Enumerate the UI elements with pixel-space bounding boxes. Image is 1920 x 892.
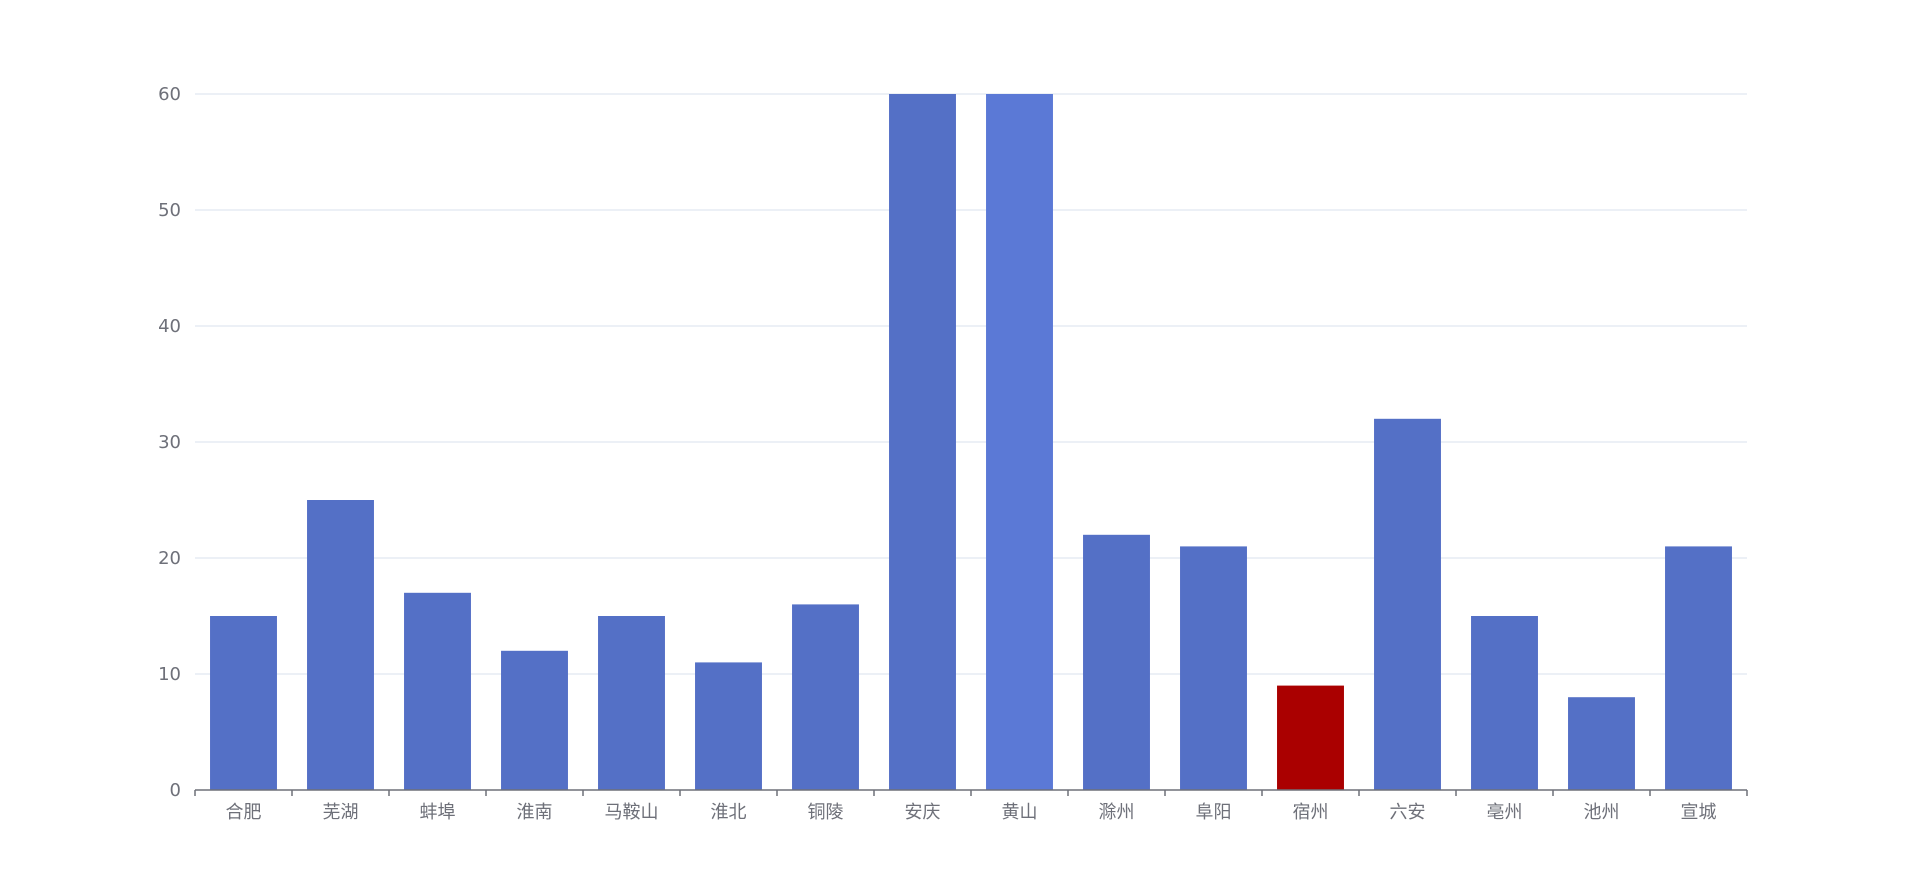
bar-蚌埠[interactable] — [404, 592, 471, 790]
y-tick-label: 20 — [158, 548, 181, 569]
x-tick-label: 淮北 — [711, 802, 747, 823]
x-tick-label: 铜陵 — [808, 802, 844, 823]
x-tick-label: 芜湖 — [323, 802, 359, 823]
y-tick-label: 40 — [158, 316, 181, 337]
bar-池州[interactable] — [1568, 697, 1635, 790]
y-tick-labels: 0 10 20 30 40 50 60 — [158, 84, 181, 801]
bar-芜湖[interactable] — [307, 500, 374, 790]
x-tick-label: 合肥 — [226, 802, 262, 823]
bar-马鞍山[interactable] — [598, 616, 665, 790]
axes — [194, 789, 1748, 796]
x-tick-label: 滁州 — [1099, 802, 1135, 823]
x-tick-label: 宣城 — [1681, 802, 1717, 823]
x-tick-label: 马鞍山 — [605, 802, 659, 823]
x-tick-label: 阜阳 — [1196, 802, 1232, 823]
bar-淮北[interactable] — [695, 662, 762, 790]
bar-滁州[interactable] — [1083, 534, 1150, 790]
x-tick-label: 池州 — [1584, 802, 1620, 823]
bar-黄山[interactable] — [986, 94, 1053, 790]
y-tick-label: 0 — [170, 780, 181, 801]
y-tick-label: 60 — [158, 84, 181, 105]
x-tick-label: 黄山 — [1002, 802, 1038, 823]
y-tick-label: 10 — [158, 664, 181, 685]
y-tick-label: 50 — [158, 200, 181, 221]
bar-淮南[interactable] — [501, 650, 568, 790]
bar-宣城[interactable] — [1665, 546, 1732, 790]
bar-合肥[interactable] — [210, 616, 277, 790]
x-tick-label: 淮南 — [517, 802, 553, 823]
bar-安庆[interactable] — [889, 94, 956, 790]
y-tick-label: 30 — [158, 432, 181, 453]
bar-宿州[interactable] — [1277, 685, 1344, 790]
bar-六安[interactable] — [1374, 418, 1441, 790]
x-tick-label: 蚌埠 — [420, 802, 456, 823]
x-tick-label: 安庆 — [905, 802, 941, 823]
x-tick-label: 亳州 — [1487, 802, 1523, 823]
bar-阜阳[interactable] — [1180, 546, 1247, 790]
x-tick-labels: 合肥 芜湖 蚌埠 淮南 马鞍山 淮北 铜陵 安庆 黄山 滁州 阜阳 宿州 六安 亳州 池州 宣城 — [226, 802, 1717, 823]
x-tick-label: 宿州 — [1293, 802, 1329, 823]
grid-lines — [195, 93, 1747, 675]
bar-亳州[interactable] — [1471, 616, 1538, 790]
x-tick-label: 六安 — [1390, 802, 1426, 823]
bars — [210, 94, 1732, 790]
bar-铜陵[interactable] — [792, 604, 859, 790]
